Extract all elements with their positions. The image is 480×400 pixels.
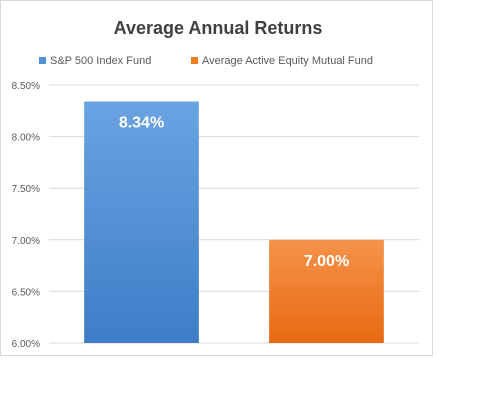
y-tick-label: 8.00%	[12, 133, 40, 144]
legend-label-active-fund: Average Active Equity Mutual Fund	[202, 55, 373, 67]
bar-sp500	[84, 101, 199, 344]
y-tick-label: 8.50%	[12, 81, 40, 92]
bar-value-labels: 8.34% 7.00%	[119, 115, 349, 270]
legend: S&P 500 Index Fund Average Active Equity…	[39, 55, 373, 67]
legend-swatch-active-fund	[191, 57, 198, 64]
y-tick-label: 7.00%	[12, 236, 40, 247]
chart-frame: Average Annual Returns S&P 500 Index Fun…	[0, 0, 433, 356]
y-tick-label: 6.50%	[12, 287, 40, 298]
y-tick-label: 7.50%	[12, 184, 40, 195]
y-tick-label: 6.00%	[12, 339, 40, 350]
chart-title: Average Annual Returns	[114, 18, 323, 38]
bar-value-label: 7.00%	[304, 253, 349, 270]
legend-label-sp500: S&P 500 Index Fund	[50, 55, 151, 67]
bars	[84, 101, 384, 344]
bar-chart: Average Annual Returns S&P 500 Index Fun…	[12, 18, 419, 350]
bar-value-label: 8.34%	[119, 115, 164, 132]
y-axis-tick-labels: 6.00% 6.50% 7.00% 7.50% 8.00% 8.50%	[12, 81, 40, 350]
legend-swatch-sp500	[39, 57, 46, 64]
bar-active-fund	[269, 239, 384, 343]
